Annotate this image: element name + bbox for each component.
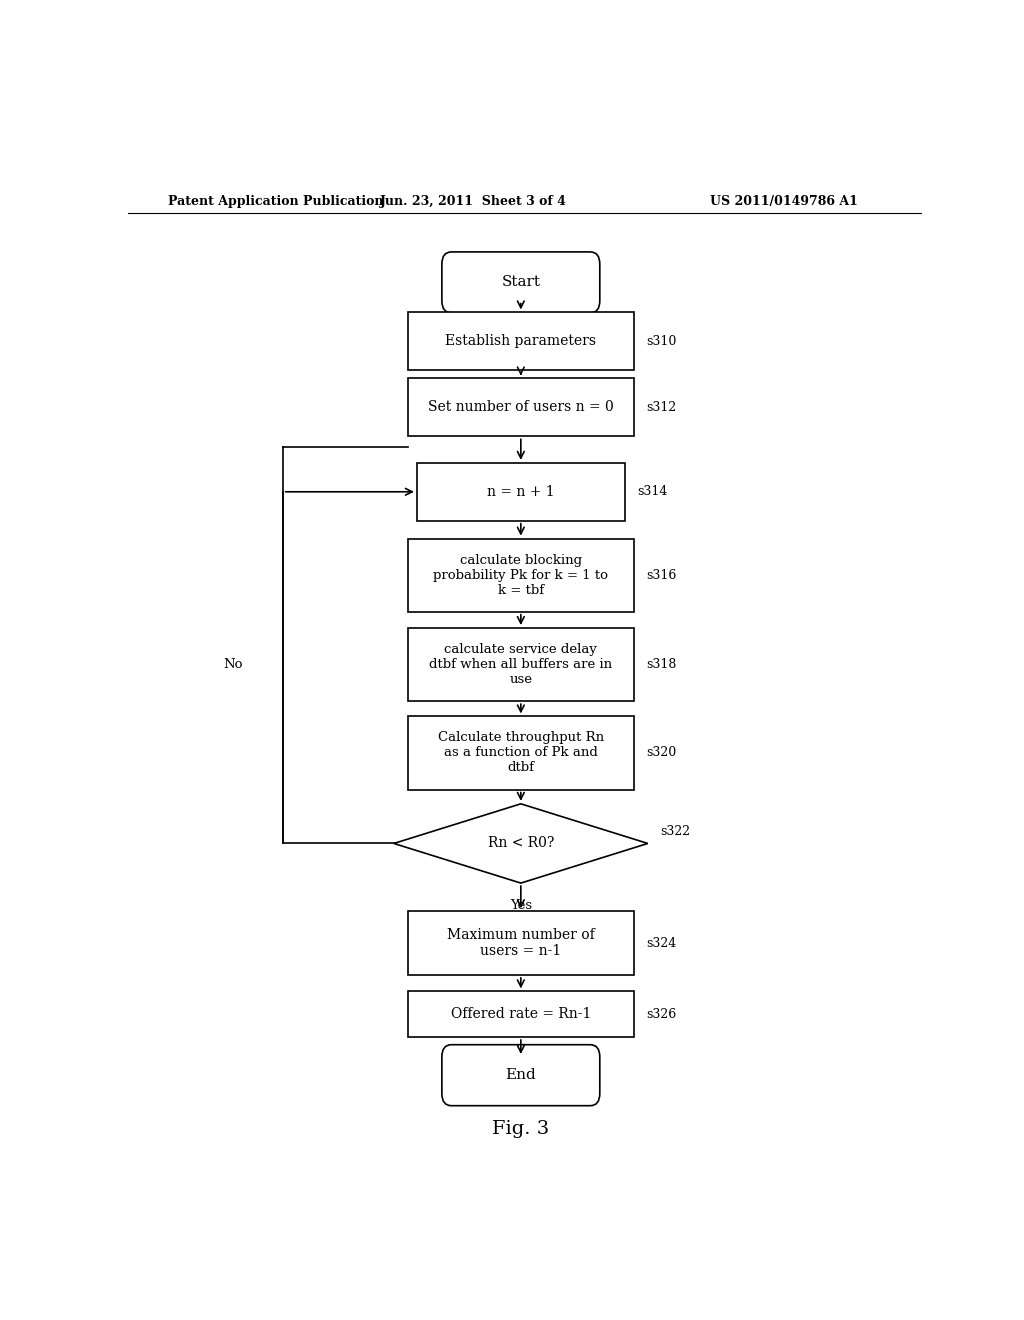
- Text: Fig. 3: Fig. 3: [493, 1121, 550, 1138]
- Text: calculate service delay
dtbf when all buffers are in
use: calculate service delay dtbf when all bu…: [429, 643, 612, 686]
- Text: Patent Application Publication: Patent Application Publication: [168, 194, 383, 207]
- Bar: [408, 539, 634, 611]
- Text: Set number of users n = 0: Set number of users n = 0: [428, 400, 613, 414]
- Text: s324: s324: [646, 937, 677, 949]
- Text: End: End: [506, 1068, 537, 1082]
- Text: Rn < R0?: Rn < R0?: [487, 837, 554, 850]
- FancyBboxPatch shape: [442, 252, 600, 313]
- Text: calculate blocking
probability Pk for k = 1 to
k = tbf: calculate blocking probability Pk for k …: [433, 553, 608, 597]
- FancyBboxPatch shape: [442, 1044, 600, 1106]
- Text: Start: Start: [502, 276, 541, 289]
- Bar: [408, 991, 634, 1038]
- Text: Jun. 23, 2011  Sheet 3 of 4: Jun. 23, 2011 Sheet 3 of 4: [380, 194, 566, 207]
- Text: s310: s310: [646, 335, 677, 348]
- Text: Establish parameters: Establish parameters: [445, 334, 596, 348]
- Text: No: No: [223, 659, 243, 671]
- Bar: [408, 911, 634, 975]
- Text: s318: s318: [646, 659, 677, 671]
- Bar: [408, 717, 634, 789]
- Text: s316: s316: [646, 569, 677, 582]
- Text: s326: s326: [646, 1007, 677, 1020]
- Text: s320: s320: [646, 747, 677, 759]
- Bar: [417, 463, 625, 521]
- Text: n = n + 1: n = n + 1: [487, 484, 555, 499]
- Text: Maximum number of
users = n-1: Maximum number of users = n-1: [446, 928, 595, 958]
- Bar: [408, 379, 634, 437]
- Polygon shape: [394, 804, 648, 883]
- Bar: [408, 628, 634, 701]
- Text: s312: s312: [646, 401, 677, 414]
- Text: US 2011/0149786 A1: US 2011/0149786 A1: [711, 194, 858, 207]
- Text: s314: s314: [638, 486, 668, 498]
- Text: Offered rate = Rn-1: Offered rate = Rn-1: [451, 1007, 591, 1022]
- Text: Yes: Yes: [510, 899, 531, 912]
- Bar: [408, 313, 634, 371]
- Text: Calculate throughput Rn
as a function of Pk and
dtbf: Calculate throughput Rn as a function of…: [438, 731, 604, 775]
- Text: s322: s322: [660, 825, 690, 838]
